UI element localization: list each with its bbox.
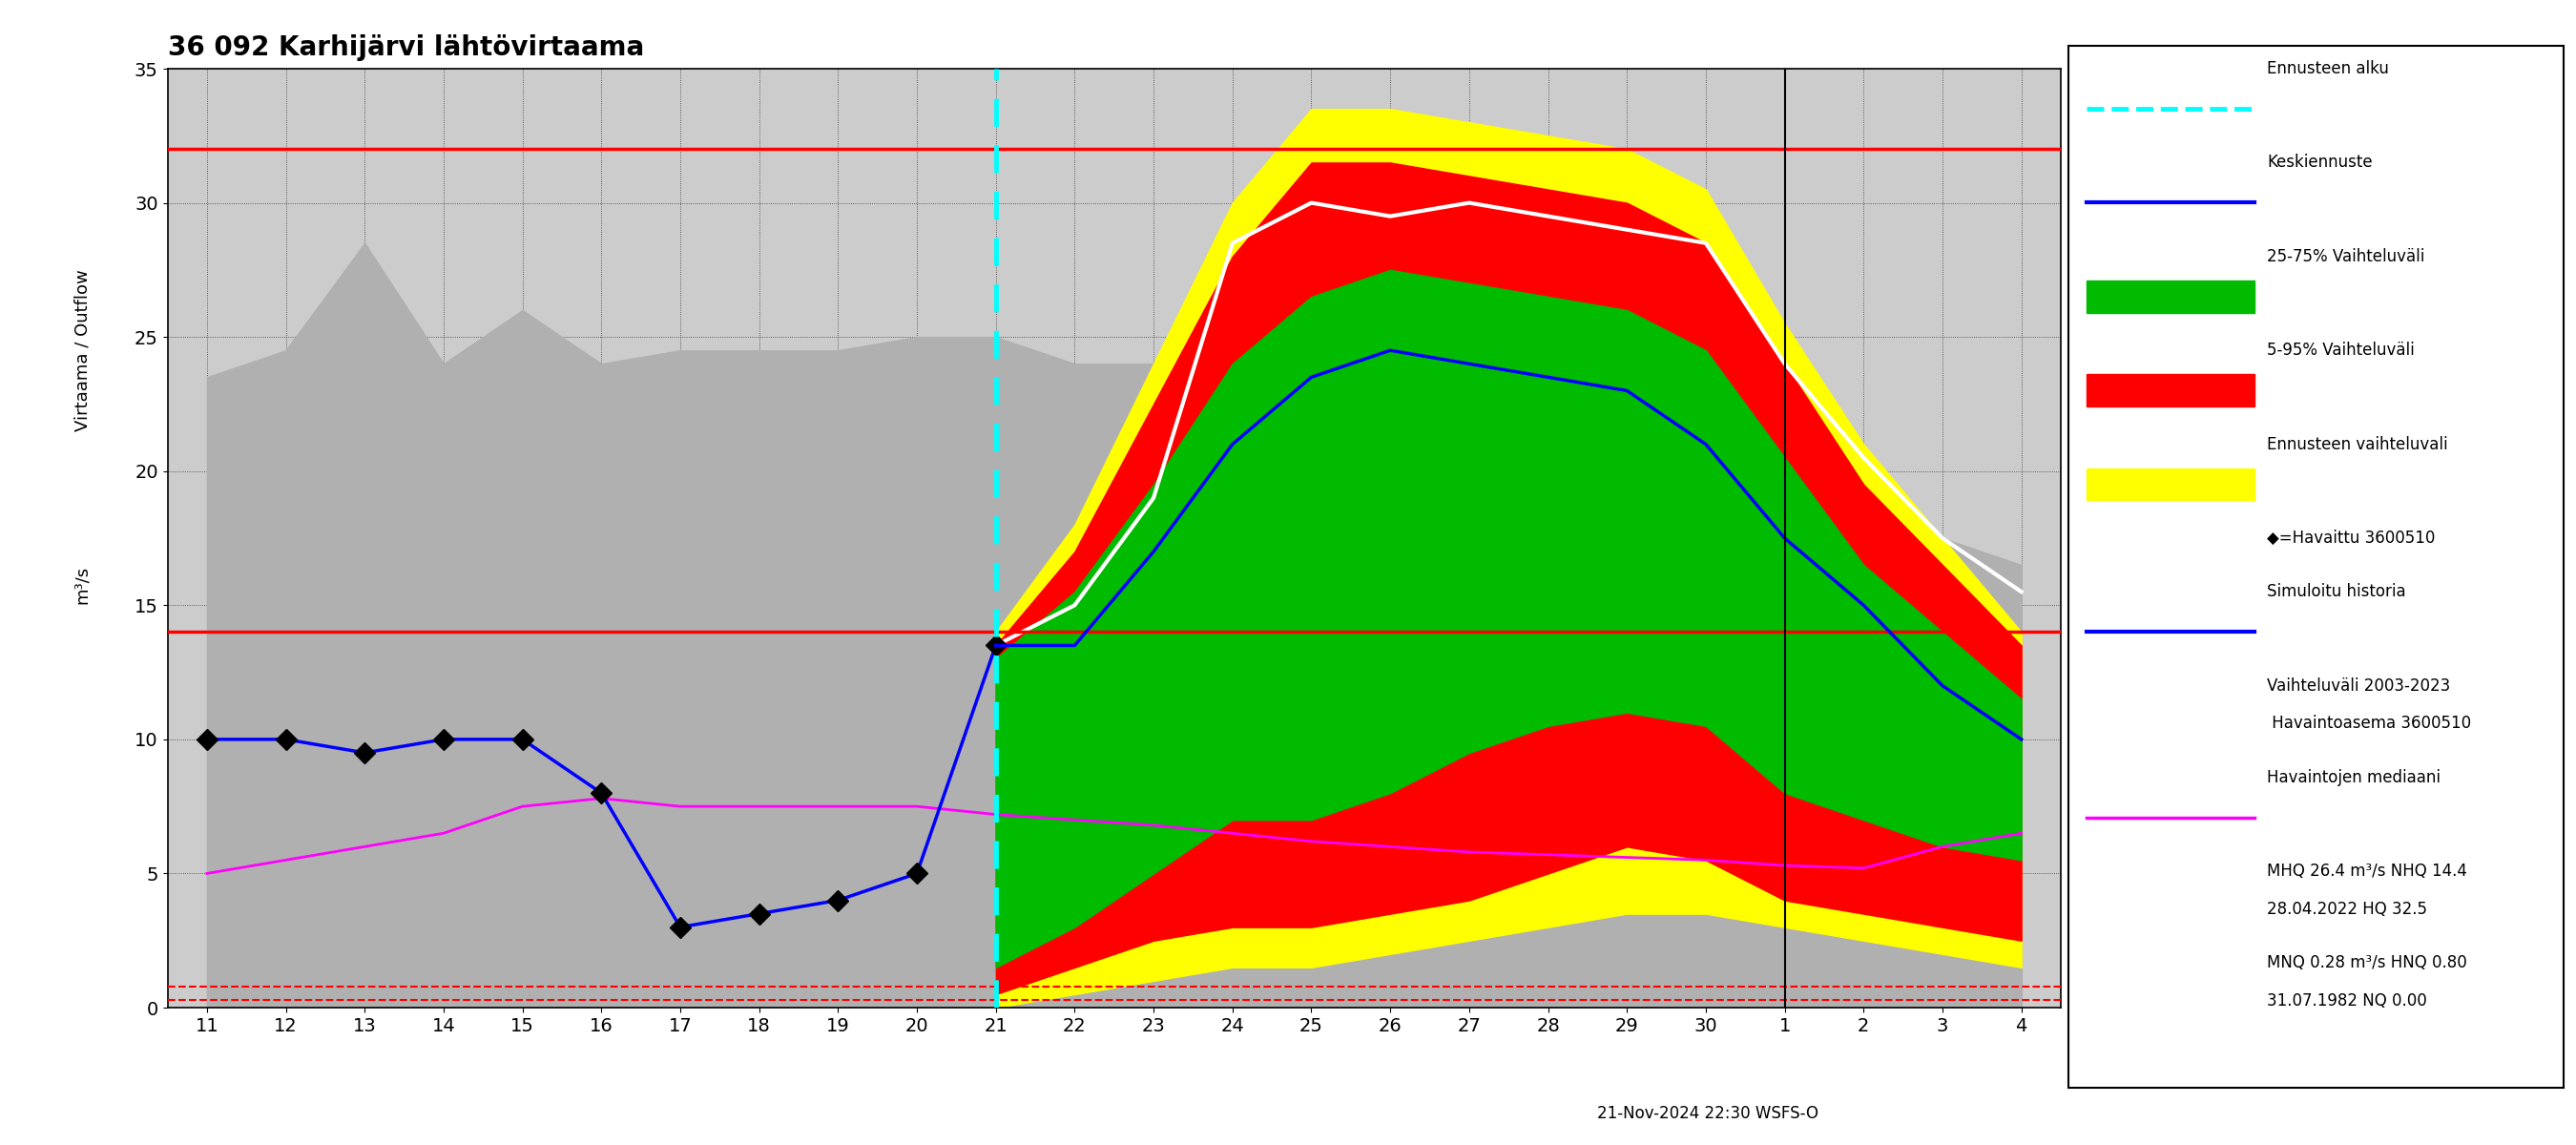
Text: 36 092 Karhijärvi lähtövirtaama: 36 092 Karhijärvi lähtövirtaama <box>167 34 644 61</box>
Text: Havaintojen mediaani: Havaintojen mediaani <box>2267 769 2439 785</box>
Text: 5-95% Vaihteluväli: 5-95% Vaihteluväli <box>2267 341 2414 360</box>
Text: MNQ 0.28 m³/s HNQ 0.80: MNQ 0.28 m³/s HNQ 0.80 <box>2267 955 2468 971</box>
Text: MHQ 26.4 m³/s NHQ 14.4: MHQ 26.4 m³/s NHQ 14.4 <box>2267 863 2468 879</box>
Text: m³/s: m³/s <box>75 566 90 605</box>
Text: 25-75% Vaihteluväli: 25-75% Vaihteluväli <box>2267 247 2424 264</box>
Text: Havaintoasema 3600510: Havaintoasema 3600510 <box>2267 714 2470 733</box>
Text: Vaihteluväli 2003-2023: Vaihteluväli 2003-2023 <box>2267 677 2450 694</box>
Text: 21-Nov-2024 22:30 WSFS-O: 21-Nov-2024 22:30 WSFS-O <box>1597 1105 1819 1122</box>
Text: Ennusteen alku: Ennusteen alku <box>2267 60 2388 77</box>
Text: Keskiennuste: Keskiennuste <box>2267 155 2372 171</box>
Text: 31.07.1982 NQ 0.00: 31.07.1982 NQ 0.00 <box>2267 992 2427 1010</box>
Text: ◆=Havaittu 3600510: ◆=Havaittu 3600510 <box>2267 529 2434 546</box>
Text: Ennusteen vaihteluvali: Ennusteen vaihteluvali <box>2267 435 2447 452</box>
Text: Virtaama / Outflow: Virtaama / Outflow <box>75 269 90 432</box>
Text: Simuloitu historia: Simuloitu historia <box>2267 583 2406 600</box>
Text: 28.04.2022 HQ 32.5: 28.04.2022 HQ 32.5 <box>2267 900 2427 918</box>
